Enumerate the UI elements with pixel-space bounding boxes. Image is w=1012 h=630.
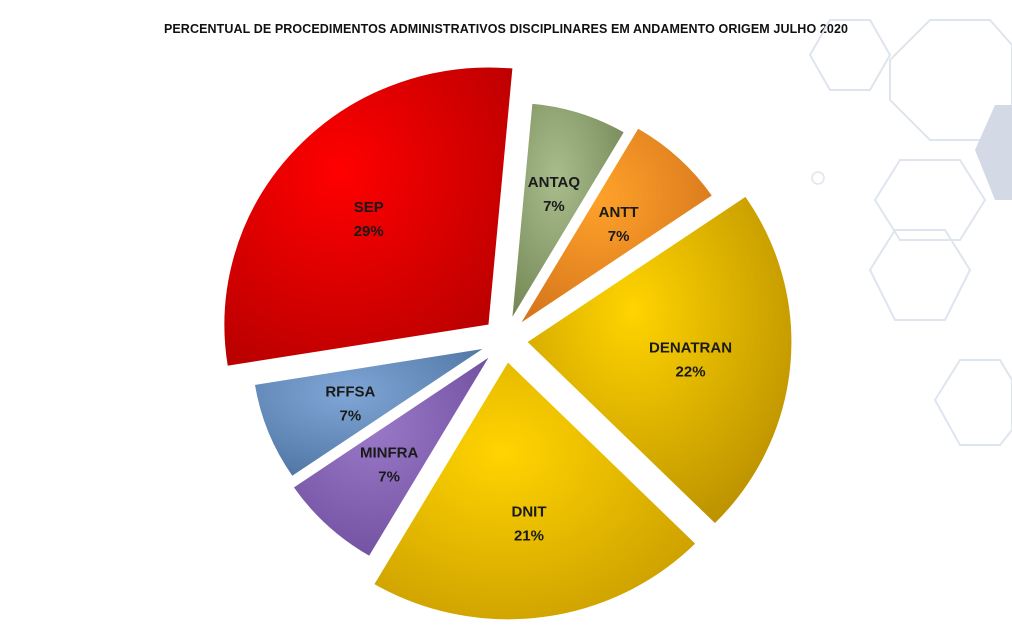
pie-slice-rffsa	[253, 347, 485, 478]
slice-label-dnit: DNIT	[511, 503, 546, 520]
slice-label-denatran: DENATRAN	[649, 339, 732, 356]
slice-value-sep: 29%	[354, 223, 384, 240]
slice-value-dnit: 21%	[514, 527, 544, 544]
chart-title: PERCENTUAL DE PROCEDIMENTOS ADMINISTRATI…	[163, 22, 849, 36]
slice-label-sep: SEP	[354, 199, 384, 216]
pie-slice-sep	[223, 66, 514, 367]
pie-slice-minfra	[292, 355, 491, 558]
slice-label-minfra: MINFRA	[360, 444, 418, 461]
slice-label-antaq: ANTAQ	[528, 174, 581, 191]
slice-label-antt: ANTT	[599, 204, 639, 221]
pie-slice-dnit	[373, 361, 697, 621]
pie-slice-denatran	[526, 195, 793, 525]
slice-value-minfra: 7%	[378, 468, 400, 485]
slice-value-denatran: 22%	[676, 363, 706, 380]
slice-value-rffsa: 7%	[339, 407, 361, 424]
slice-value-antt: 7%	[608, 228, 630, 245]
pie-slice-antt	[519, 127, 714, 325]
slice-value-antaq: 7%	[543, 198, 565, 215]
slice-label-rffsa: RFFSA	[325, 383, 375, 400]
pie-slice-antaq	[511, 102, 626, 320]
